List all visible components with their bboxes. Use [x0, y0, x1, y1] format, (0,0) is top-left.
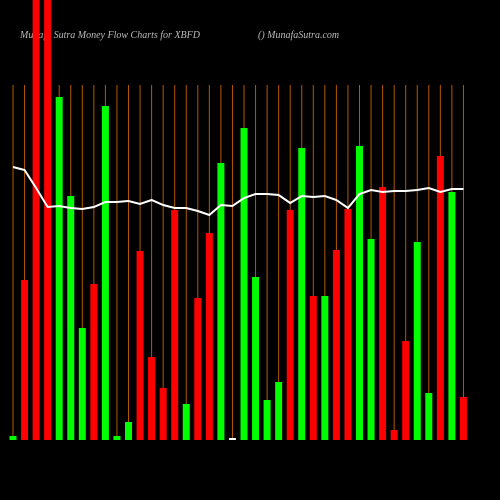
- bar: [344, 209, 352, 440]
- bar: [413, 242, 421, 440]
- bar: [240, 128, 248, 440]
- bar: [32, 0, 40, 440]
- bar: [448, 192, 456, 440]
- bar: [67, 196, 75, 440]
- bar: [379, 187, 387, 440]
- bar: [55, 97, 63, 440]
- plot: [9, 0, 467, 440]
- bar: [44, 0, 52, 440]
- bar: [78, 328, 86, 440]
- bar: [252, 277, 260, 440]
- bar: [125, 422, 132, 440]
- bar: [136, 251, 144, 440]
- bar: [217, 163, 225, 440]
- bar: [275, 382, 283, 440]
- bar: [367, 239, 375, 440]
- bar: [205, 233, 213, 440]
- bar: [402, 341, 410, 440]
- money-flow-line: [12, 166, 464, 217]
- bar: [286, 210, 294, 440]
- bar: [332, 250, 340, 440]
- bar: [21, 280, 29, 440]
- bar: [148, 357, 156, 440]
- chart-subtitle: () MunafaSutra.com: [258, 30, 339, 41]
- chart-title: Munafa Sutra Money Flow Charts for XBFD: [19, 30, 201, 41]
- bar: [182, 404, 190, 440]
- bar: [390, 430, 398, 440]
- bar: [263, 400, 271, 440]
- bar: [298, 148, 306, 440]
- bar: [309, 296, 317, 440]
- bar: [90, 284, 98, 440]
- bar: [9, 436, 17, 440]
- bar: [436, 156, 444, 440]
- bar: [459, 397, 467, 440]
- bar: [228, 438, 236, 440]
- bar: [101, 106, 109, 440]
- bar: [321, 296, 329, 440]
- bar: [356, 146, 363, 440]
- bar: [113, 436, 121, 440]
- bar: [425, 393, 433, 440]
- bar: [171, 210, 179, 440]
- bar: [194, 298, 202, 440]
- bar: [159, 388, 167, 440]
